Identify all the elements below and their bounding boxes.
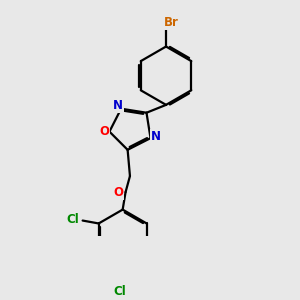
- Text: O: O: [99, 124, 109, 137]
- Text: Cl: Cl: [113, 285, 126, 298]
- Text: Br: Br: [164, 16, 179, 29]
- Text: Cl: Cl: [67, 214, 80, 226]
- Text: O: O: [113, 186, 123, 199]
- Text: N: N: [112, 99, 123, 112]
- Text: N: N: [151, 130, 161, 143]
